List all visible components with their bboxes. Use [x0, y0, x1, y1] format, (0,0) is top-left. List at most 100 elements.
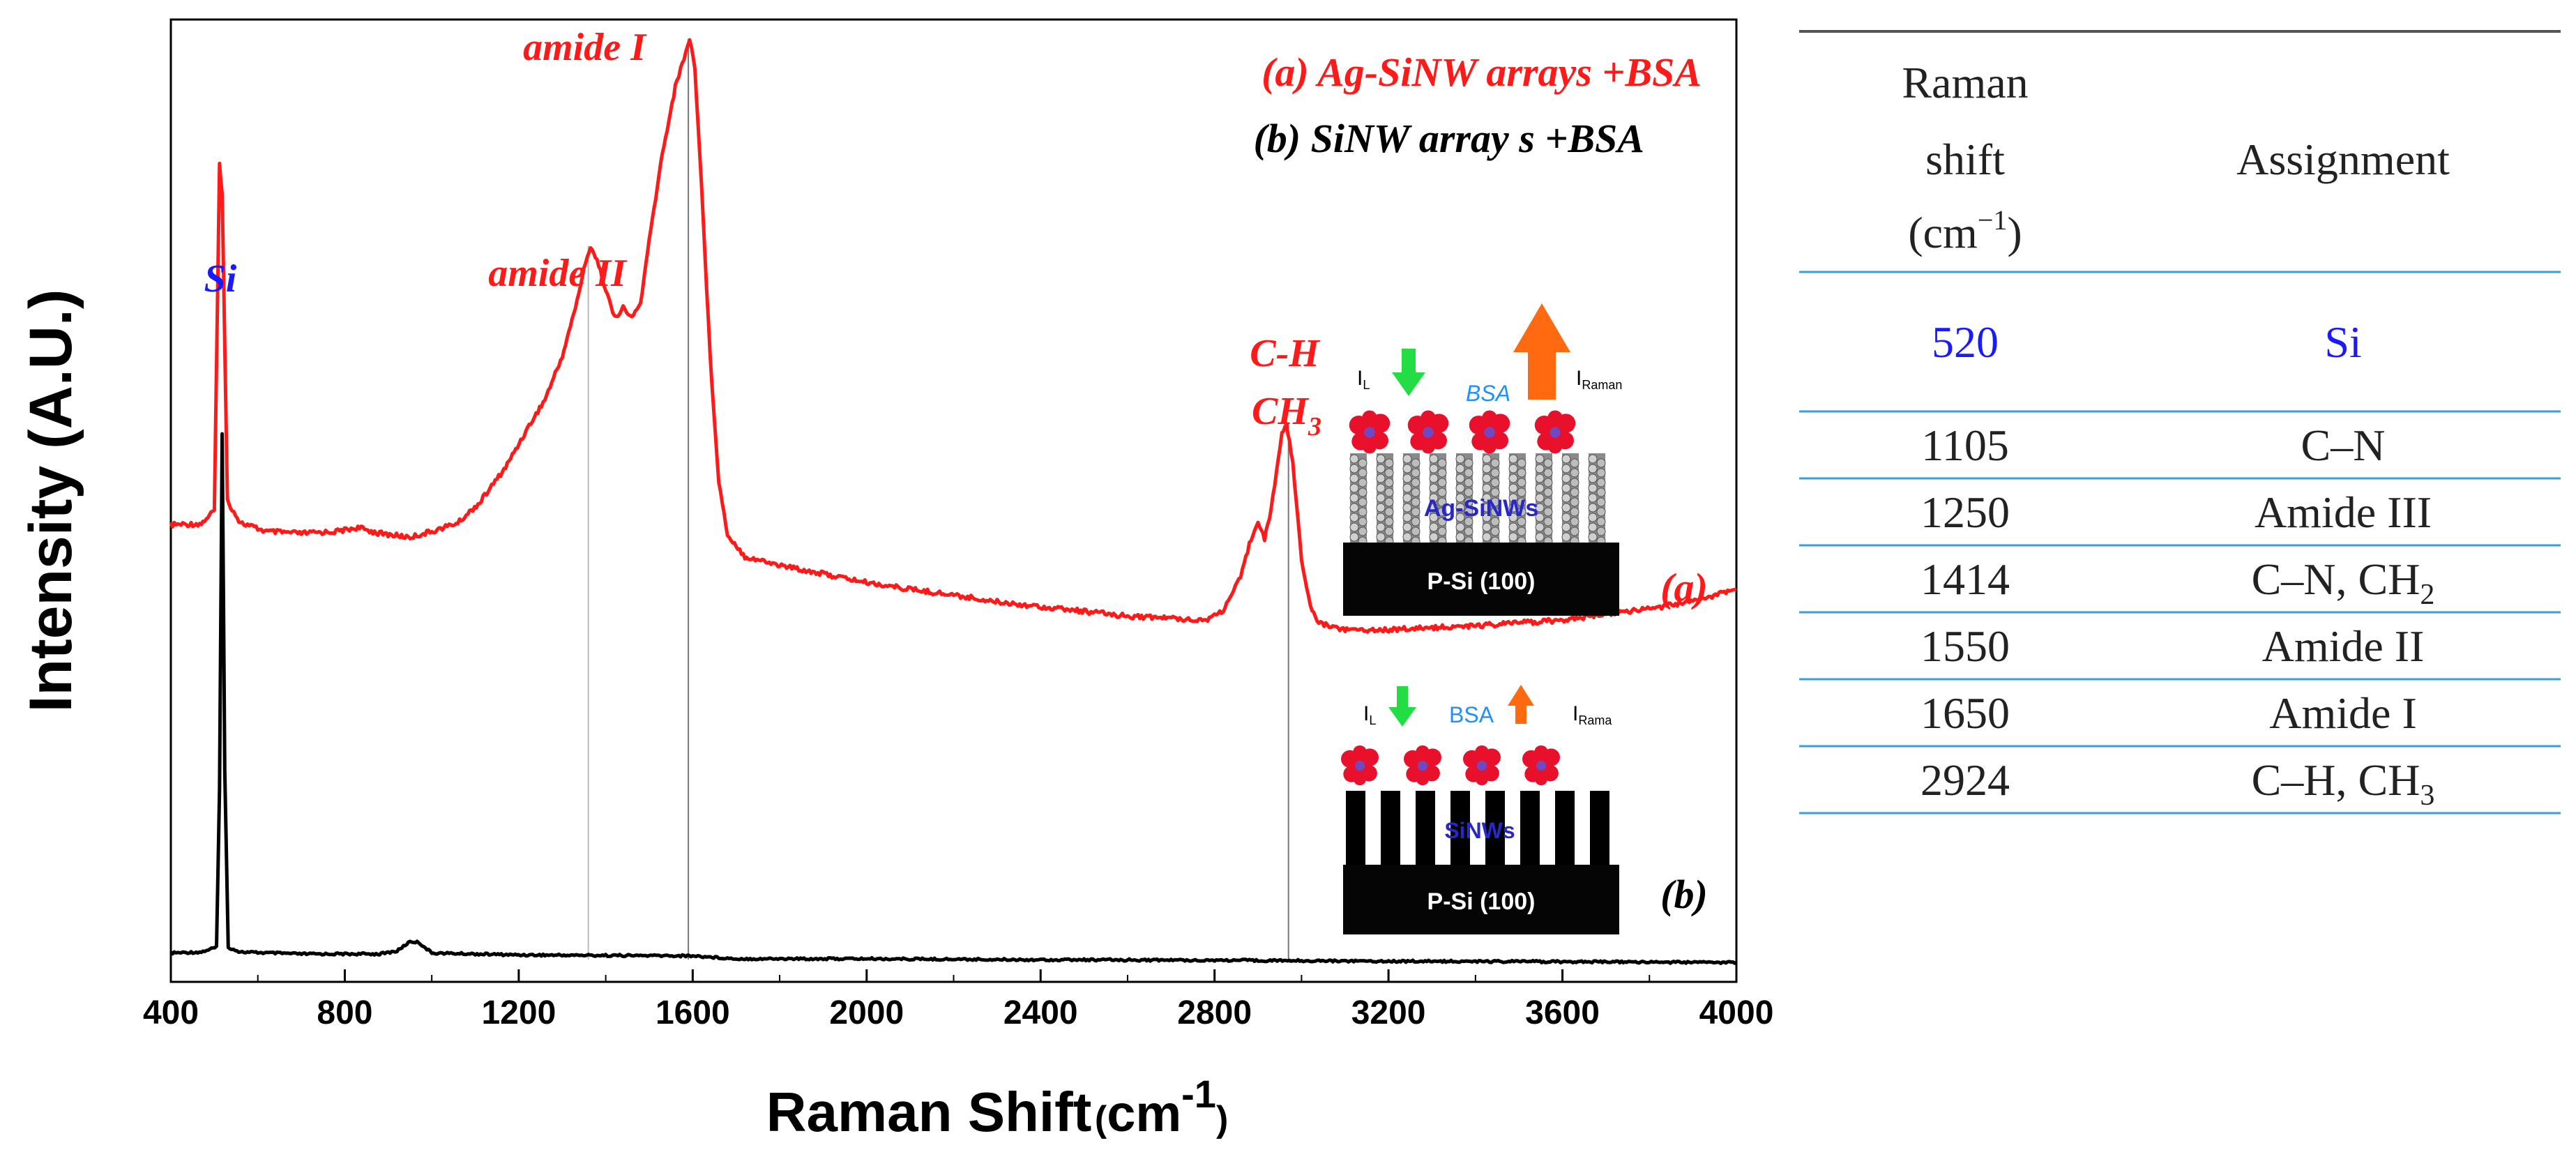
- ag-particle: [1508, 464, 1518, 474]
- ag-particle: [1588, 532, 1598, 542]
- ag-particle: [1517, 497, 1526, 507]
- ag-particle: [1570, 487, 1579, 497]
- inset-a-il: IL: [1357, 367, 1370, 392]
- peak-label-ch: C-H: [1250, 332, 1320, 375]
- ag-particle: [1455, 522, 1465, 532]
- ag-particle: [1384, 507, 1394, 517]
- curve-label-a: (a): [1660, 565, 1708, 610]
- ag-particle: [1437, 527, 1447, 536]
- ag-particle: [1508, 503, 1518, 513]
- row-assignment: C–H, CH3: [2252, 755, 2435, 812]
- ag-particle: [1517, 507, 1526, 517]
- row-shift: 520: [1932, 317, 1999, 367]
- ag-particle: [1411, 517, 1420, 527]
- protein-lobe: [1416, 745, 1430, 759]
- ag-particle: [1437, 468, 1447, 478]
- legend-b: (b) SiNW array s +BSA: [1253, 116, 1644, 161]
- ag-particle: [1596, 527, 1606, 536]
- ag-particle: [1490, 527, 1500, 536]
- peak-label-amide-two: amide II: [488, 252, 628, 295]
- protein-lobe: [1353, 745, 1367, 759]
- x-tick-label: 2000: [829, 994, 904, 1031]
- bsa-protein: [1404, 745, 1441, 786]
- x-axis-title-main: Raman Shift: [766, 1081, 1092, 1143]
- curve-label-b: (b): [1660, 872, 1708, 917]
- ag-particle: [1588, 513, 1598, 522]
- ag-particle: [1517, 527, 1526, 536]
- ag-particle: [1535, 513, 1545, 522]
- ag-particle: [1482, 513, 1492, 522]
- bsa-protein: [1463, 745, 1501, 786]
- ag-particle: [1455, 454, 1465, 464]
- ag-particle: [1561, 532, 1571, 542]
- x-tick-label: 1600: [656, 994, 730, 1031]
- ag-particle: [1508, 522, 1518, 532]
- row-assignment: Amide II: [2262, 621, 2425, 671]
- ag-particle: [1543, 517, 1553, 527]
- bsa-protein: [1534, 410, 1576, 454]
- ag-particle: [1464, 517, 1473, 527]
- row-assignment: C–N, CH2: [2252, 554, 2435, 611]
- inset-b-iraman: IRama: [1573, 702, 1612, 727]
- ag-particle: [1411, 507, 1420, 517]
- ag-particle: [1535, 464, 1545, 474]
- ag-particle: [1482, 503, 1492, 513]
- table-row: 1250 Amide III: [1920, 487, 2432, 537]
- ag-particle: [1455, 493, 1465, 503]
- ag-particle: [1349, 513, 1359, 522]
- ag-particle: [1349, 483, 1359, 493]
- table-row: 520 Si: [1932, 317, 2362, 367]
- ag-particle: [1402, 522, 1412, 532]
- ag-particle: [1570, 458, 1579, 468]
- si-nanowire: [1520, 791, 1540, 868]
- ag-particle: [1517, 468, 1526, 478]
- ag-particle: [1402, 474, 1412, 483]
- ag-particle: [1384, 517, 1394, 527]
- ag-particle: [1376, 513, 1386, 522]
- ag-particle: [1561, 493, 1571, 503]
- protein-lobe: [1476, 773, 1488, 786]
- row-shift: 1105: [1921, 421, 2009, 470]
- ag-particle: [1596, 478, 1606, 487]
- ag-particle: [1411, 478, 1420, 487]
- row-assignment: Amide III: [2255, 487, 2432, 537]
- x-tick-label: 2800: [1177, 994, 1252, 1031]
- ag-particle: [1411, 458, 1420, 468]
- ag-particle: [1508, 532, 1518, 542]
- ag-particle: [1358, 517, 1367, 527]
- raman-chart: 400 800 1200 1600 2000 2400 2800 3200 3600 4000 I…: [17, 18, 1773, 1143]
- ag-particle: [1464, 478, 1473, 487]
- ag-particle: [1437, 458, 1447, 468]
- ag-particle: [1561, 474, 1571, 483]
- ag-particle: [1349, 454, 1359, 464]
- ag-particle: [1490, 497, 1500, 507]
- row-shift: 1550: [1920, 621, 2010, 671]
- ag-particle: [1358, 458, 1367, 468]
- ag-particle: [1596, 517, 1606, 527]
- ag-particle: [1349, 522, 1359, 532]
- bsa-protein: [1349, 410, 1391, 454]
- ag-particle: [1429, 454, 1439, 464]
- ag-particle: [1561, 464, 1571, 474]
- x-tick-label: 2400: [1003, 994, 1078, 1031]
- protein-lobe: [1548, 440, 1562, 454]
- ag-particle: [1455, 483, 1465, 493]
- ag-particle: [1384, 487, 1394, 497]
- si-nanowire: [1381, 791, 1400, 868]
- ag-particle: [1543, 527, 1553, 536]
- ag-particle: [1588, 493, 1598, 503]
- protein-core: [1476, 760, 1487, 771]
- ag-particle: [1437, 478, 1447, 487]
- ag-particle: [1349, 503, 1359, 513]
- ag-particle: [1570, 478, 1579, 487]
- ag-particle: [1402, 483, 1412, 493]
- table-row: 2924 C–H, CH3: [1920, 755, 2434, 812]
- ag-particle: [1482, 522, 1492, 532]
- ag-particle: [1561, 503, 1571, 513]
- protein-lobe: [1362, 410, 1377, 425]
- ag-particle: [1490, 468, 1500, 478]
- series-b-line: [169, 432, 1737, 965]
- protein-lobe: [1363, 440, 1377, 454]
- x-axis-title: Raman Shift (cm-1): [766, 1072, 1229, 1143]
